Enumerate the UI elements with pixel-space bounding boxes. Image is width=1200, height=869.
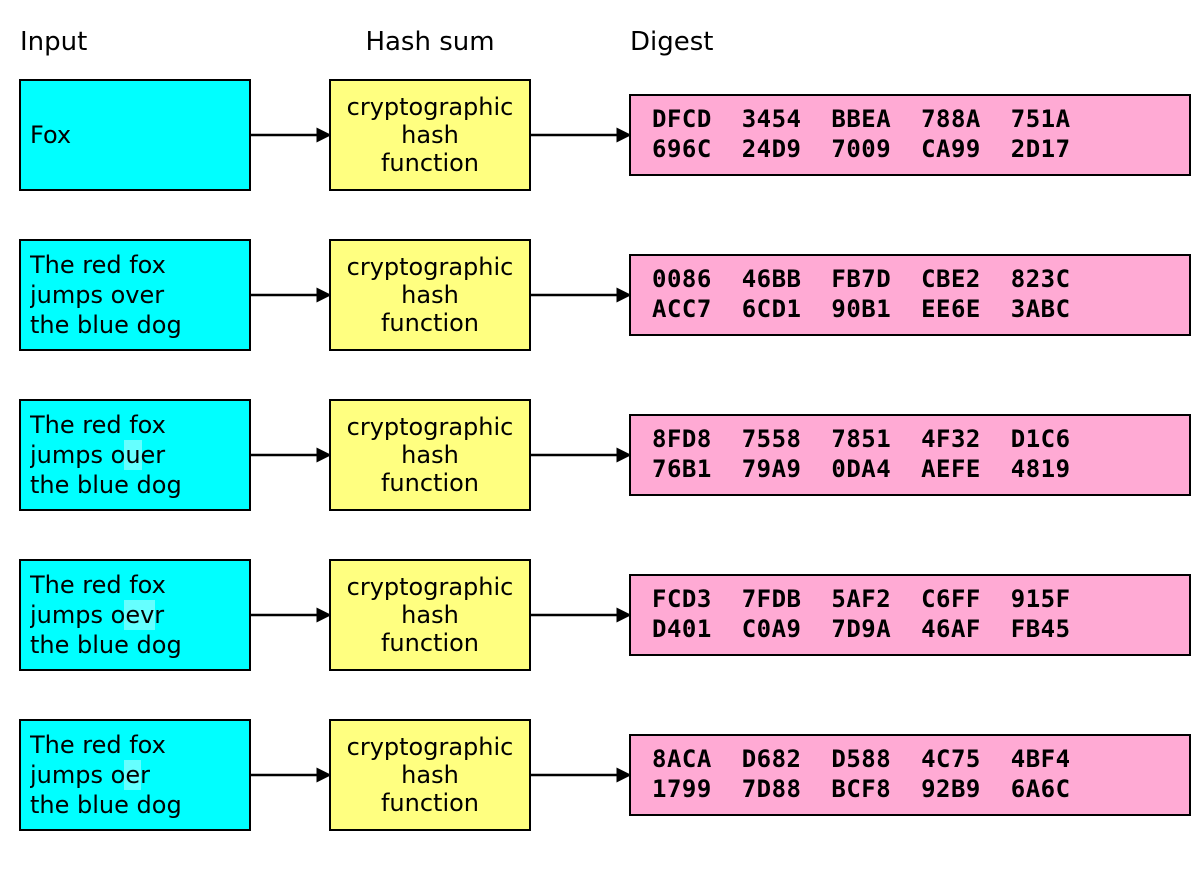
hash-function-label: function [381, 149, 479, 177]
hash-function-label: hash [401, 601, 459, 629]
hash-function-label: function [381, 789, 479, 817]
hash-function-label: cryptographic [347, 733, 514, 761]
input-text: Fox [30, 86, 244, 150]
input-text: The red foxjumps ouerthe blue dog [30, 406, 244, 500]
hash-function-label: cryptographic [347, 573, 514, 601]
column-header-hash-sum: Hash sum [365, 27, 494, 57]
hash-function-label: cryptographic [347, 93, 514, 121]
input-text: The red foxjumps oerthe blue dog [30, 726, 244, 820]
hash-function-label: cryptographic [347, 413, 514, 441]
hash-function-label: hash [401, 761, 459, 789]
hash-function-label: hash [401, 121, 459, 149]
digest-line-1: 0086 46BB FB7D CBE2 823C [652, 265, 1071, 293]
column-header-input: Input [20, 27, 87, 57]
digest-line-2: ACC7 6CD1 90B1 EE6E 3ABC [652, 295, 1071, 323]
digest-line-2: D401 C0A9 7D9A 46AF FB45 [652, 615, 1071, 643]
hash-function-label: function [381, 469, 479, 497]
digest-line-2: 1799 7D88 BCF8 92B9 6A6C [652, 775, 1071, 803]
digest-line-1: 8FD8 7558 7851 4F32 D1C6 [652, 425, 1071, 453]
digest-line-1: DFCD 3454 BBEA 788A 751A [652, 105, 1071, 133]
highlighted-change: ev [125, 601, 154, 629]
input-text: The red foxjumps oevrthe blue dog [30, 566, 244, 660]
digest-line-2: 76B1 79A9 0DA4 AEFE 4819 [652, 455, 1071, 483]
hash-function-label: function [381, 629, 479, 657]
digest-line-1: 8ACA D682 D588 4C75 4BF4 [652, 745, 1071, 773]
hash-function-label: function [381, 309, 479, 337]
digest-line-2: 696C 24D9 7009 CA99 2D17 [652, 135, 1071, 163]
hash-function-label: hash [401, 441, 459, 469]
hash-function-label: cryptographic [347, 253, 514, 281]
highlighted-change: u [125, 441, 140, 469]
digest-line-1: FCD3 7FDB 5AF2 C6FF 915F [652, 585, 1071, 613]
input-text: The red foxjumps overthe blue dog [30, 246, 244, 340]
highlighted-change: e [125, 761, 140, 789]
column-header-digest: Digest [630, 27, 713, 57]
hash-function-label: hash [401, 281, 459, 309]
